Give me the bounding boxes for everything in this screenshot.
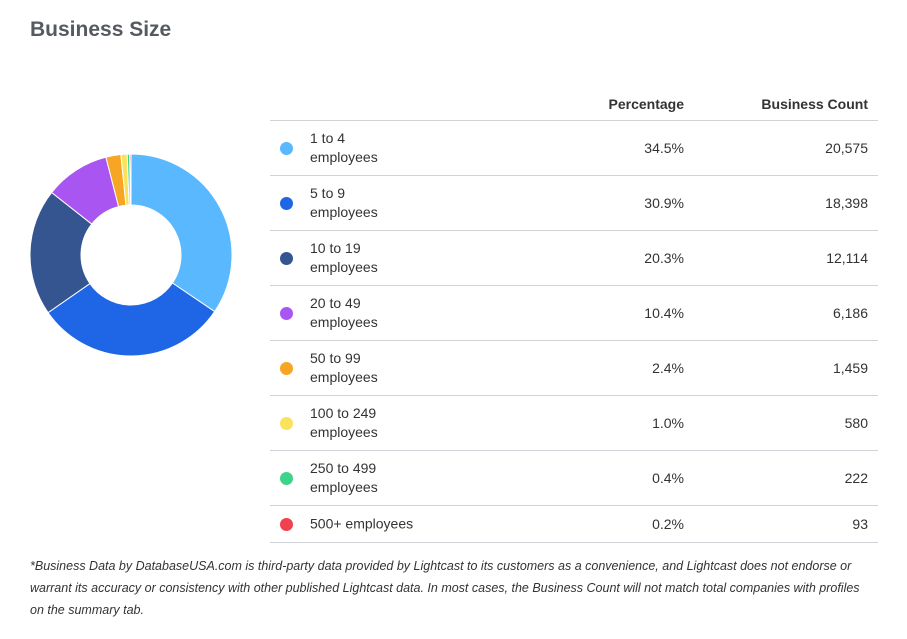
row-label-line: 500+ employees — [310, 515, 414, 532]
legend-dot-icon — [280, 197, 293, 210]
row-label-line: 100 to 249 — [310, 405, 377, 421]
legend-dot-icon — [280, 472, 293, 485]
row-label: 500+ employees — [310, 515, 460, 534]
row-label-line: employees — [310, 479, 378, 495]
row-label-line: employees — [310, 204, 378, 220]
donut-slice-2[interactable] — [47, 282, 216, 356]
row-label-line: 1 to 4 — [310, 130, 346, 146]
table-row: 1 to 4 employees 34.5% 20,575 — [270, 121, 878, 176]
row-label-line: 20 to 49 — [310, 295, 361, 311]
row-percentage: 34.5% — [644, 140, 684, 156]
table-body: 1 to 4 employees 34.5% 20,575 5 to 9 employee… — [270, 121, 878, 543]
row-label: 250 to 499 employees — [310, 459, 460, 497]
page-title: Business Size — [30, 18, 172, 41]
row-business-count: 6,186 — [832, 305, 868, 321]
donut-slice-3[interactable] — [30, 191, 93, 314]
business-size-table: Percentage Business Count 1 to 4 employee… — [270, 87, 878, 543]
row-percentage: 1.0% — [652, 415, 684, 431]
legend-dot-icon — [280, 142, 293, 155]
donut-svg — [30, 154, 232, 356]
row-percentage: 0.4% — [652, 470, 684, 486]
row-percentage: 30.9% — [644, 195, 684, 211]
legend-dot-icon — [280, 362, 293, 375]
row-percentage: 2.4% — [652, 360, 684, 376]
table-row: 5 to 9 employees 30.9% 18,398 — [270, 176, 878, 231]
table-row: 50 to 99 employees 2.4% 1,459 — [270, 341, 878, 396]
footnote: *Business Data by DatabaseUSA.com is thi… — [30, 559, 860, 617]
table-header: Percentage Business Count — [270, 87, 878, 121]
donut-chart — [30, 154, 232, 356]
row-business-count: 20,575 — [825, 140, 868, 156]
table-row: 10 to 19 employees 20.3% 12,114 — [270, 231, 878, 286]
row-label: 10 to 19 employees — [310, 239, 460, 277]
row-business-count: 93 — [852, 516, 868, 532]
row-label-line: employees — [310, 259, 378, 275]
row-percentage: 10.4% — [644, 305, 684, 321]
row-label-line: employees — [310, 314, 378, 330]
row-percentage: 20.3% — [644, 250, 684, 266]
row-label: 20 to 49 employees — [310, 294, 460, 332]
row-label-line: 5 to 9 — [310, 185, 346, 201]
row-label: 50 to 99 employees — [310, 349, 460, 387]
row-label-line: employees — [310, 149, 378, 165]
row-label-line: employees — [310, 424, 378, 440]
row-label-line: 50 to 99 — [310, 350, 361, 366]
legend-dot-icon — [280, 518, 293, 531]
donut-slice-1[interactable] — [130, 154, 232, 313]
legend-dot-icon — [280, 252, 293, 265]
table-row: 20 to 49 employees 10.4% 6,186 — [270, 286, 878, 341]
legend-dot-icon — [280, 417, 293, 430]
row-business-count: 18,398 — [825, 195, 868, 211]
header-percentage: Percentage — [608, 95, 684, 112]
row-business-count: 580 — [844, 415, 868, 431]
table-row: 250 to 499 employees 0.4% 222 — [270, 451, 878, 506]
legend-dot-icon — [280, 307, 293, 320]
row-label: 100 to 249 employees — [310, 404, 460, 442]
row-label-line: employees — [310, 369, 378, 385]
header-business-count: Business Count — [761, 95, 868, 112]
row-business-count: 1,459 — [832, 360, 868, 376]
row-business-count: 12,114 — [826, 250, 868, 266]
row-label: 1 to 4 employees — [310, 129, 460, 167]
row-label: 5 to 9 employees — [310, 184, 460, 222]
row-label-line: 10 to 19 — [310, 240, 361, 256]
row-percentage: 0.2% — [652, 516, 684, 532]
row-business-count: 222 — [844, 470, 868, 486]
row-label-line: 250 to 499 — [310, 460, 377, 476]
donut-slice-8[interactable] — [129, 154, 132, 206]
table-row: 500+ employees 0.2% 93 — [270, 506, 878, 543]
table-row: 100 to 249 employees 1.0% 580 — [270, 396, 878, 451]
